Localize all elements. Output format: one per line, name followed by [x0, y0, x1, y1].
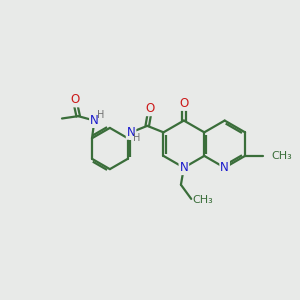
Text: O: O	[70, 93, 79, 106]
Text: CH₃: CH₃	[272, 151, 292, 161]
Text: H: H	[133, 133, 141, 142]
Text: O: O	[179, 97, 188, 110]
Text: N: N	[127, 126, 135, 139]
Text: N: N	[179, 161, 188, 174]
Text: N: N	[220, 161, 229, 174]
Text: CH₃: CH₃	[193, 195, 213, 205]
Text: H: H	[97, 110, 104, 120]
Text: N: N	[90, 114, 99, 127]
Text: O: O	[146, 102, 155, 115]
